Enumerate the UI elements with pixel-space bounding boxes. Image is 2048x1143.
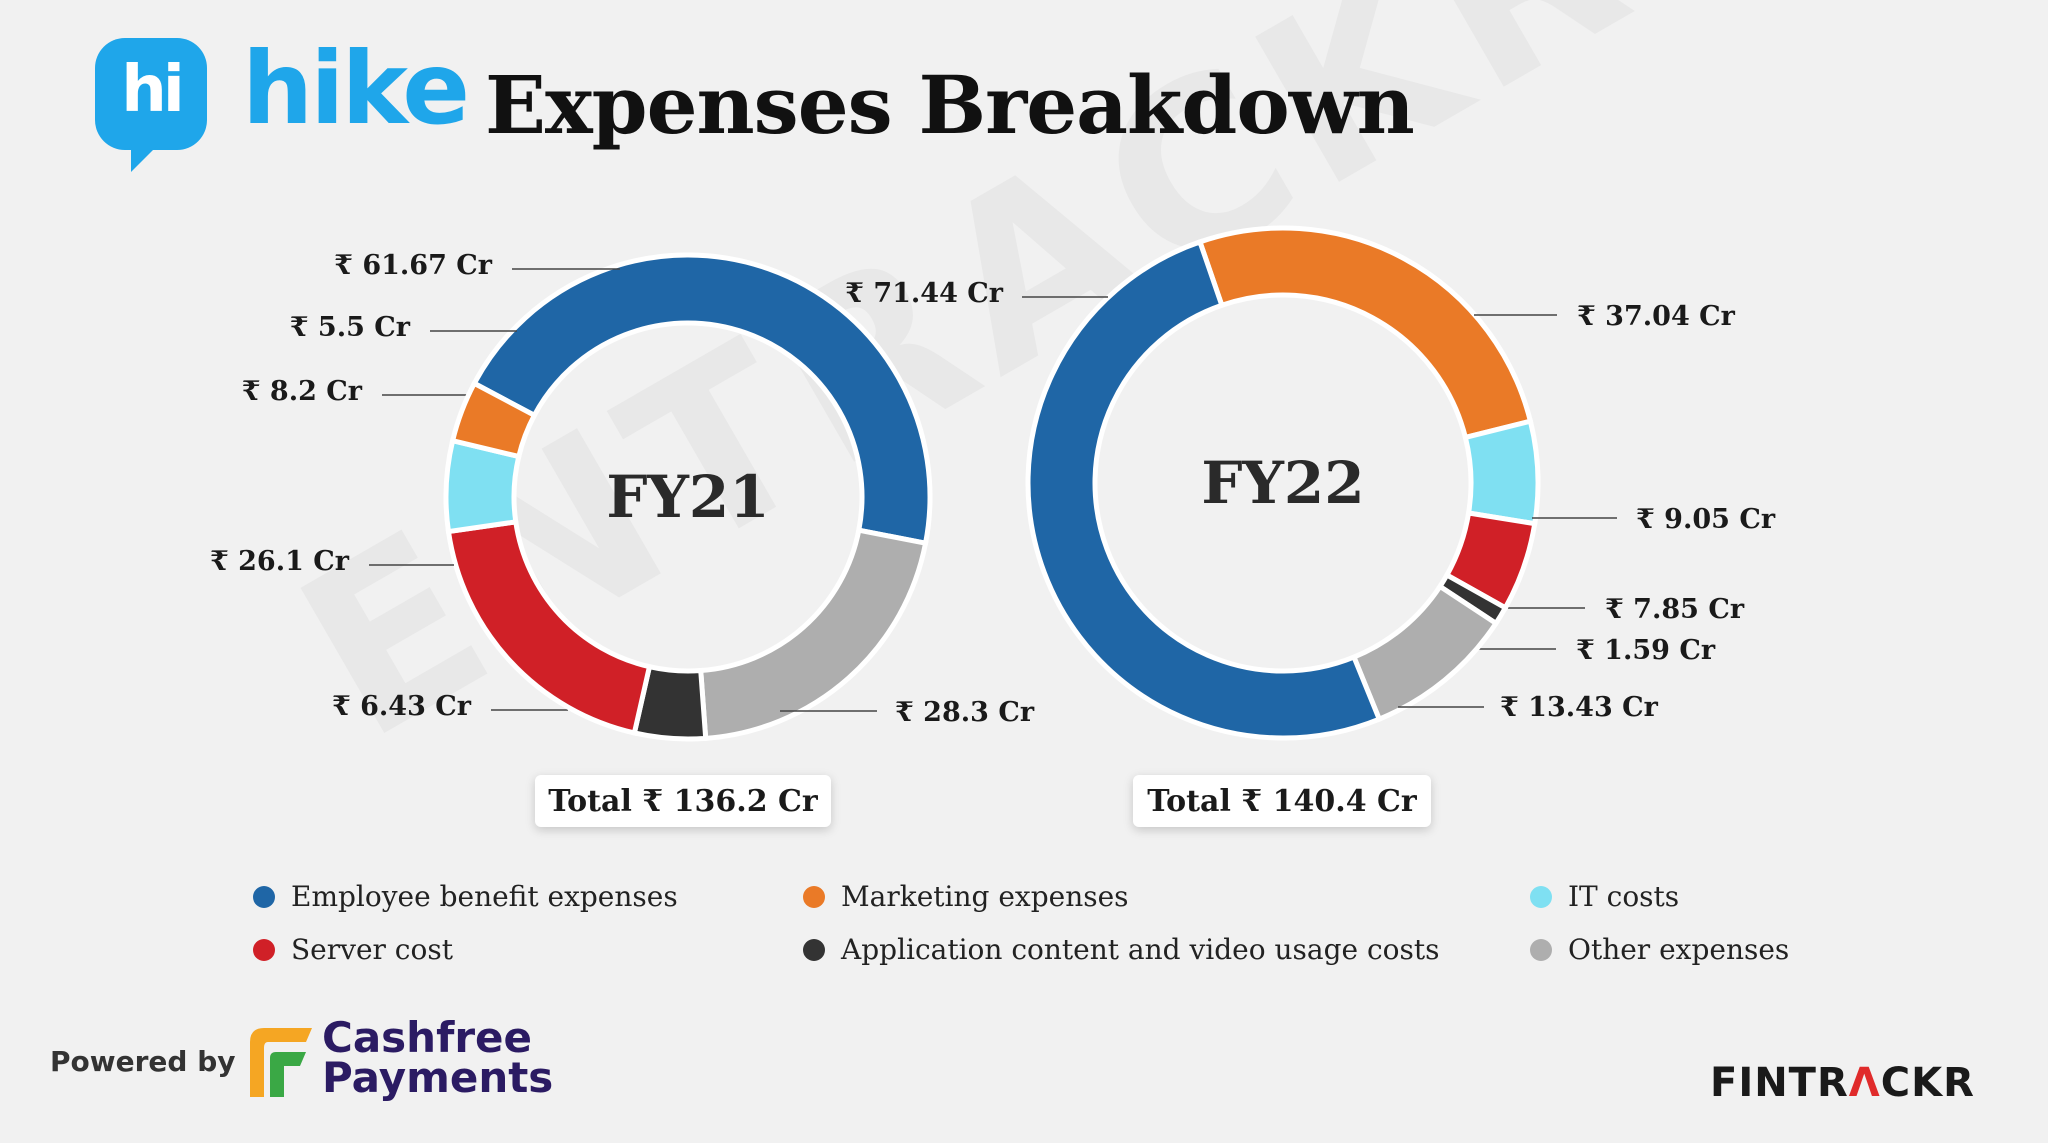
fy22-total-box: Total ₹ 140.4 Cr [1133,775,1431,827]
fy22-total-label: Total ₹ 140.4 Cr [1147,783,1417,819]
legend-label: Marketing expenses [841,880,1129,913]
fy21-data-label: ₹ 5.5 Cr [290,312,411,343]
fy22-center-label: FY22 [1201,449,1364,517]
fy21-slice-other-expenses [698,527,929,742]
hike-logo-wordmark: hike [242,30,470,147]
fy22-data-label: ₹ 1.59 Cr [1576,635,1716,666]
fy22-data-label: ₹ 7.85 Cr [1605,594,1745,625]
fy22-slice-other-expenses [1350,582,1500,723]
fy22-slice-marketing-expenses [1196,225,1534,441]
hike-logo-badge-text: hi [121,53,184,127]
legend-item-employee: Employee benefit expenses [253,880,678,913]
fy22-slice-employee-benefit-expenses [1025,238,1383,741]
fy22-data-label: ₹ 71.44 Cr [845,278,1004,309]
fintrackr-part1: FINTR [1710,1060,1849,1106]
legend-label: Other expenses [1568,933,1790,966]
legend: Employee benefit expenses Marketing expe… [250,880,1850,990]
legend-dot-icon [253,885,275,908]
legend-item-other: Other expenses [1530,933,1789,966]
donut-charts: ₹ 61.67 Cr ₹ 28.3 Cr ₹ 6.43 Cr ₹ 26.1 Cr ₹ 8… [210,225,1776,742]
fy22-data-label: ₹ 9.05 Cr [1636,504,1776,535]
legend-label: Application content and video usage cost… [841,933,1440,966]
page-title: Expenses Breakdown [485,58,1415,152]
fy21-data-label: ₹ 8.2 Cr [242,376,363,407]
legend-item-app-content: Application content and video usage cost… [803,933,1440,966]
legend-item-server: Server cost [253,933,453,966]
fintrackr-accent: Λ [1848,1060,1881,1106]
header: hi hike Expenses Breakdown [95,30,1995,178]
fy21-slice-marketing-expenses [449,380,538,460]
fintrackr-part2: CKR [1880,1060,1975,1106]
fy22-data-label: ₹ 13.43 Cr [1500,692,1659,723]
legend-dot-icon [253,938,275,961]
fy22-slice-it-costs [1462,418,1541,527]
legend-dot-icon [803,938,825,961]
fy22-data-label: ₹ 37.04 Cr [1577,301,1736,332]
legend-label: Server cost [291,933,453,966]
legend-item-marketing: Marketing expenses [803,880,1129,913]
cashfree-logo-icon [250,1028,312,1097]
legend-dot-icon [1530,885,1552,908]
legend-label: IT costs [1568,880,1680,913]
fy21-data-label: ₹ 28.3 Cr [895,697,1035,728]
legend-item-it: IT costs [1530,880,1679,913]
legend-dot-icon [803,885,825,908]
cashfree-wordmark: Cashfree Payments [322,1013,554,1102]
cashfree-line1: Cashfree [322,1013,533,1062]
fintrackr-logo: FINTRΛCKR [1710,1060,1975,1106]
fy21-data-label: ₹ 61.67 Cr [334,250,493,281]
hike-logo-badge: hi [95,38,207,172]
legend-label: Employee benefit expenses [291,880,678,913]
fy21-total-box: Total ₹ 136.2 Cr [535,775,831,827]
cashfree-line2: Payments [322,1053,554,1102]
fy21-center-label: FY21 [606,463,769,531]
fy21-data-label: ₹ 26.1 Cr [210,546,350,577]
legend-dot-icon [1530,938,1552,961]
fy21-slice-server-cost [445,519,653,736]
fy21-slice-employee-benefit-expenses [470,252,933,547]
fy21-data-label: ₹ 6.43 Cr [332,691,472,722]
fy21-total-label: Total ₹ 136.2 Cr [548,783,818,819]
powered-by-label: Powered by [50,1045,236,1078]
